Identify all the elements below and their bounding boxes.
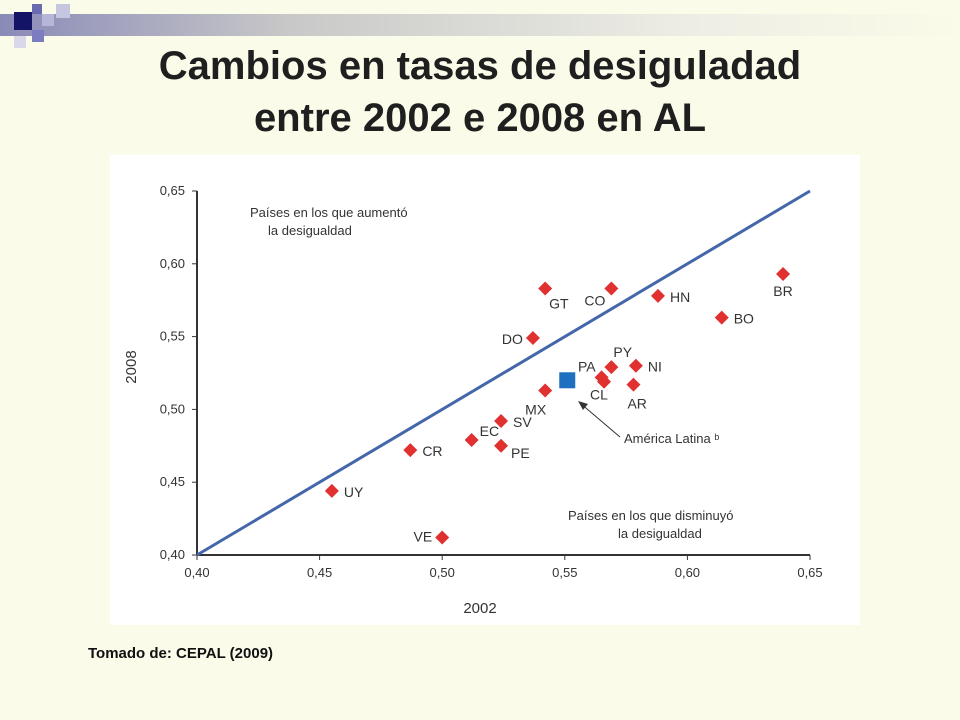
logo-square-small-blue [32,30,44,42]
y-tick-label: 0,55 [160,329,185,344]
logo-square-light [56,4,70,18]
point-uy [324,483,339,498]
point-sv [494,414,509,429]
annotation-below-line-1: Países en los que disminuyó [568,508,733,523]
point-label-ar: AR [627,396,646,412]
x-tick-label: 0,60 [675,565,700,580]
point-label-pe: PE [511,445,530,461]
point-br [776,266,791,281]
point-label-br: BR [773,283,792,299]
region-arrowhead [578,401,588,410]
point-label-mx: MX [525,401,547,417]
point-mx [538,383,553,398]
point-label-hn: HN [670,289,690,305]
point-label-pa: PA [578,358,596,374]
point-label-ni: NI [648,359,662,375]
slide-title: Cambios en tasas de desiguladad entre 20… [0,40,960,144]
region-label: América Latina ᵇ [624,431,719,446]
y-tick-label: 0,60 [160,256,185,271]
point-label-ec: EC [480,423,499,439]
point-label-co: CO [584,293,605,309]
scatter-chart: 0,40 0,45 0,50 0,55 0,60 0,65 0,40 0,45 0,50 0,55… [123,183,823,617]
diagonal-line-layer [196,189,811,557]
point-do [525,331,540,346]
x-tick-label: 0,45 [307,565,332,580]
point-label-ve: VE [414,529,433,545]
axes: 0,40 0,45 0,50 0,55 0,60 0,65 0,40 0,45 0,50 0,55… [160,183,823,580]
point-pe [494,438,509,453]
point-label-gt: GT [549,296,569,312]
x-tick-label: 0,65 [797,565,822,580]
source-note: Tomado de: CEPAL (2009) [88,645,274,662]
region-arrow [579,402,621,438]
point-ni [628,358,643,373]
annotation-below-line-2: la desigualdad [618,526,702,541]
point-ec [464,432,479,447]
point-ar [626,377,641,392]
logo-square-lavender [42,14,54,26]
annotation-above-line-1: Países en los que aumentó [250,205,408,220]
point-label-sv: SV [513,414,532,430]
y-tick-label: 0,65 [160,183,185,198]
point-ve [435,530,450,545]
x-tick-label: 0,50 [430,565,455,580]
title-line-1: Cambios en tasas de desiguladad [158,44,802,88]
point-cr [403,443,418,458]
point-america-latina [559,372,576,389]
y-tick-label: 0,50 [160,401,185,416]
y-tick-label: 0,40 [160,547,185,562]
point-cl [597,374,612,389]
point-co [604,281,619,296]
header-gradient-bar [0,14,960,36]
point-py [604,360,619,375]
point-hn [650,288,665,303]
point-bo [714,310,729,325]
logo-square-pale [14,36,26,48]
annotations: Países en los que aumentó la desigualdad… [250,205,733,541]
y-tick-label: 0,45 [160,474,185,489]
point-label-cr: CR [422,443,442,459]
x-axis-label: 2002 [463,600,496,617]
point-gt [538,281,553,296]
y-axis-label: 2008 [123,350,140,383]
point-label-cl: CL [590,387,608,403]
point-label-do: DO [502,331,523,347]
chart-panel: 0,40 0,45 0,50 0,55 0,60 0,65 0,40 0,45 0,50 0,55… [110,155,860,625]
x-tick-label: 0,40 [184,565,209,580]
logo-square-navy [14,12,32,30]
diagonal-equality-line [196,189,811,557]
point-label-py: PY [613,344,632,360]
data-points [324,266,791,545]
logo-square-blue [32,4,42,14]
title-line-2: entre 2002 e 2008 en AL [253,96,707,140]
annotation-above-line-2: la desigualdad [268,223,352,238]
point-label-uy: UY [344,484,364,500]
point-label-bo: BO [734,311,754,327]
x-tick-label: 0,55 [552,565,577,580]
